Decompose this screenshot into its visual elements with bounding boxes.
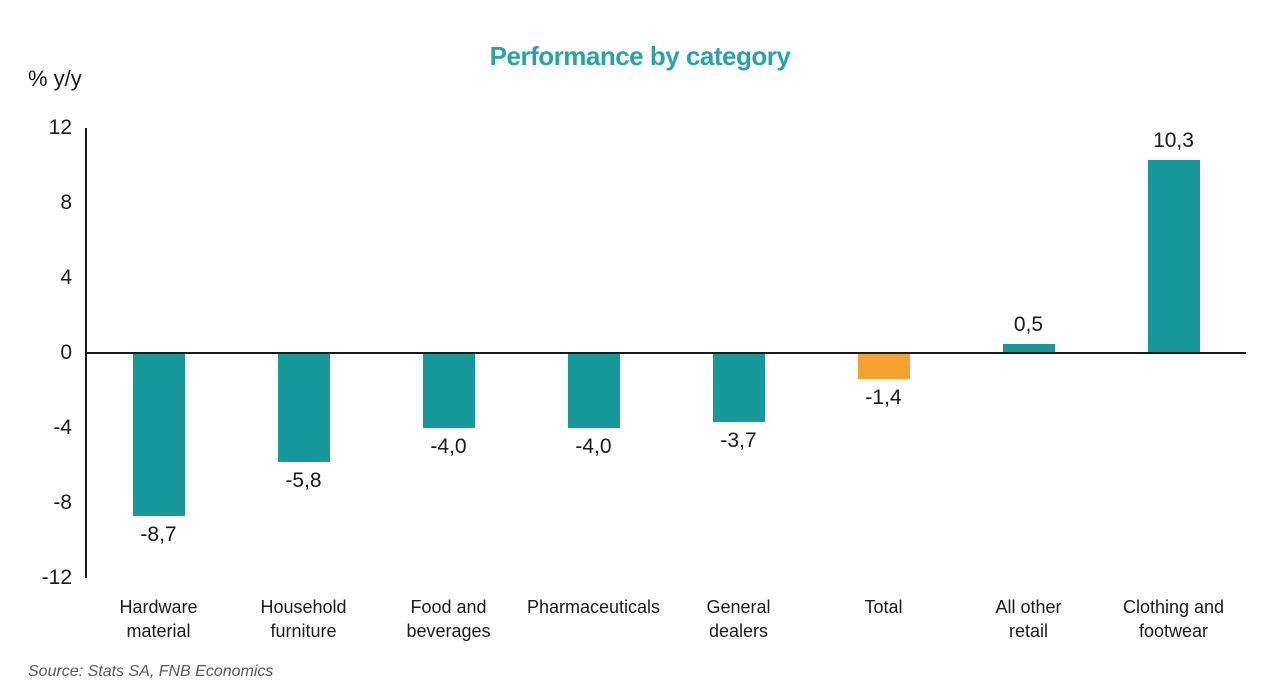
bar-food-and-beverages [422,353,475,428]
category-label-hardware-material: Hardware material [119,597,198,641]
category-label-general-dealers: General dealers [706,597,771,641]
y-axis-unit-label: % y/y [28,66,82,91]
category-label-pharmaceuticals: Pharmaceuticals [526,597,661,617]
bar-pharmaceuticals [567,353,620,428]
bar-total [857,353,910,380]
zero-axis-line [86,352,1246,354]
value-label-clothing-and-footwear: 10,3 [1153,128,1194,152]
y-tick-label: -12 [41,566,72,589]
y-tick-label: 8 [60,191,72,214]
category-label-all-other-retail: All other retail [995,597,1062,641]
category-label-household-furniture: Household furniture [260,597,347,641]
bar-clothing-and-footwear [1147,159,1200,353]
bar-hardware-material [132,353,185,517]
bar-household-furniture [277,353,330,462]
value-label-all-other-retail: 0,5 [1013,312,1044,336]
value-label-pharmaceuticals: -4,0 [575,435,612,458]
y-tick-label: -8 [53,491,72,514]
chart-title: Performance by category [489,41,791,71]
bar-general-dealers [712,353,765,423]
value-label-total: -1,4 [865,386,902,410]
category-label-food-and-beverages: Food and beverages [406,597,491,641]
category-label-total: Total [864,597,903,617]
value-label-general-dealers: -3,7 [720,429,757,453]
category-label-clothing-and-footwear: Clothing and footwear [1122,597,1225,641]
y-tick-label: 4 [60,266,72,289]
y-tick-label: -4 [53,416,72,439]
y-tick-label: 0 [60,341,72,364]
y-tick-label: 12 [48,116,72,139]
value-label-food-and-beverages: -4,0 [430,435,467,458]
bar-all-other-retail [1002,343,1055,353]
value-label-household-furniture: -5,8 [285,468,322,492]
source-note: Source: Stats SA, FNB Economics [28,663,274,680]
value-label-hardware-material: -8,7 [140,523,177,547]
